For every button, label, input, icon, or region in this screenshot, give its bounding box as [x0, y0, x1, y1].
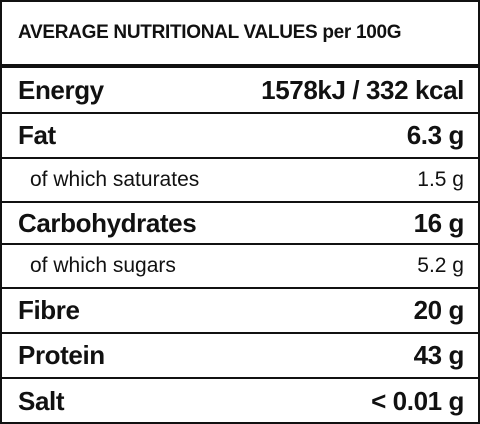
row-fibre: Fibre 20 g [2, 289, 478, 334]
row-fat: Fat 6.3 g [2, 114, 478, 159]
table-title: AVERAGE NUTRITIONAL VALUES per 100G [2, 2, 478, 68]
row-sugars: of which sugars 5.2 g [2, 245, 478, 289]
nutrient-value: 6.3 g [406, 120, 465, 150]
nutrient-value: 43 g [413, 340, 465, 370]
row-salt: Salt < 0.01 g [2, 379, 478, 424]
nutrient-name: of which saturates [30, 168, 200, 191]
nutrient-value: < 0.01 g [371, 386, 464, 416]
row-protein: Protein 43 g [2, 334, 478, 379]
row-carbohydrates: Carbohydrates 16 g [2, 203, 478, 245]
nutrient-value: 5.2 g [417, 254, 464, 277]
row-energy: Energy 1578kJ / 332 kcal [2, 68, 478, 114]
nutrient-value: 1.5 g [417, 168, 464, 191]
nutrient-value: 20 g [413, 295, 465, 325]
nutrient-name: Fat [18, 120, 56, 150]
row-saturates: of which saturates 1.5 g [2, 159, 478, 203]
nutrient-name: of which sugars [30, 254, 176, 277]
nutrient-name: Fibre [18, 295, 80, 325]
nutrient-name: Salt [18, 386, 65, 416]
nutrient-name: Protein [18, 340, 105, 370]
nutrient-name: Energy [18, 74, 104, 105]
nutrient-value: 1578kJ / 332 kcal [261, 74, 464, 105]
nutrient-name: Carbohydrates [18, 207, 197, 238]
nutrient-value: 16 g [413, 207, 465, 238]
